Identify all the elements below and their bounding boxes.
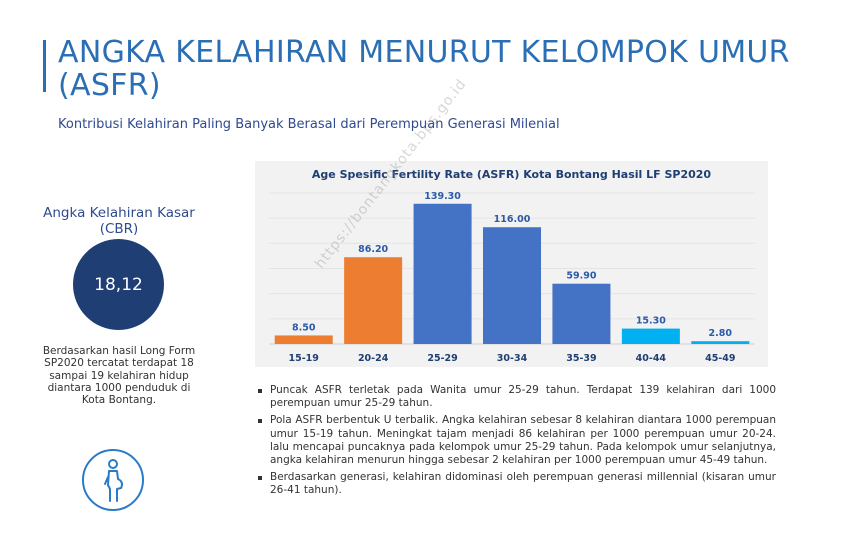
- findings-list: Puncak ASFR terletak pada Wanita umur 25…: [256, 384, 776, 502]
- pregnant-woman-icon: [82, 449, 144, 511]
- bar-15-19: [274, 335, 333, 344]
- bar-45-49: [691, 341, 750, 344]
- page-title: ANGKA KELAHIRAN MENURUT KELOMPOK UMUR (A…: [58, 35, 790, 103]
- finding-item: Puncak ASFR terletak pada Wanita umur 25…: [256, 384, 776, 410]
- asfr-chart: Age Spesific Fertility Rate (ASFR) Kota …: [255, 161, 768, 367]
- x-tick-15-19: 15-19: [289, 353, 319, 364]
- page-subtitle: Kontribusi Kelahiran Paling Banyak Beras…: [58, 117, 560, 132]
- bar-40-44: [621, 328, 680, 344]
- value-label-35-39: 59.90: [566, 271, 596, 282]
- x-tick-25-29: 25-29: [427, 353, 457, 364]
- value-label-20-24: 86.20: [358, 244, 388, 255]
- cbr-value: 18,12: [94, 274, 143, 295]
- cbr-value-circle: 18,12: [73, 239, 164, 330]
- x-tick-20-24: 20-24: [358, 353, 389, 364]
- x-tick-30-34: 30-34: [497, 353, 528, 364]
- bar-30-34: [483, 227, 541, 344]
- asfr-chart-svg: Age Spesific Fertility Rate (ASFR) Kota …: [255, 161, 768, 367]
- x-tick-45-49: 45-49: [705, 353, 735, 364]
- value-label-30-34: 116.00: [494, 214, 531, 225]
- value-label-45-49: 2.80: [709, 328, 733, 339]
- bar-20-24: [344, 257, 403, 344]
- x-tick-35-39: 35-39: [566, 353, 596, 364]
- chart-x-tick-labels: 15-19 20-24 25-29 30-34 35-39 40-44 45-49: [289, 353, 736, 364]
- value-label-25-29: 139.30: [424, 191, 461, 202]
- cbr-label: Angka Kelahiran Kasar (CBR): [43, 205, 195, 237]
- chart-value-labels: 8.50 86.20 139.30 116.00 59.90 15.30 2.80: [292, 191, 732, 339]
- bar-25-29: [413, 203, 472, 344]
- cbr-description: Berdasarkan hasil Long Form SP2020 terca…: [42, 345, 196, 407]
- title-accent-bar: [43, 40, 46, 92]
- chart-bars: [274, 203, 750, 344]
- value-label-40-44: 15.30: [636, 316, 666, 327]
- bar-35-39: [552, 283, 611, 344]
- x-tick-40-44: 40-44: [636, 353, 667, 364]
- chart-title: Age Spesific Fertility Rate (ASFR) Kota …: [312, 168, 712, 181]
- finding-item: Berdasarkan generasi, kelahiran didomina…: [256, 471, 776, 497]
- value-label-15-19: 8.50: [292, 322, 316, 333]
- finding-item: Pola ASFR berbentuk U terbalik. Angka ke…: [256, 414, 776, 467]
